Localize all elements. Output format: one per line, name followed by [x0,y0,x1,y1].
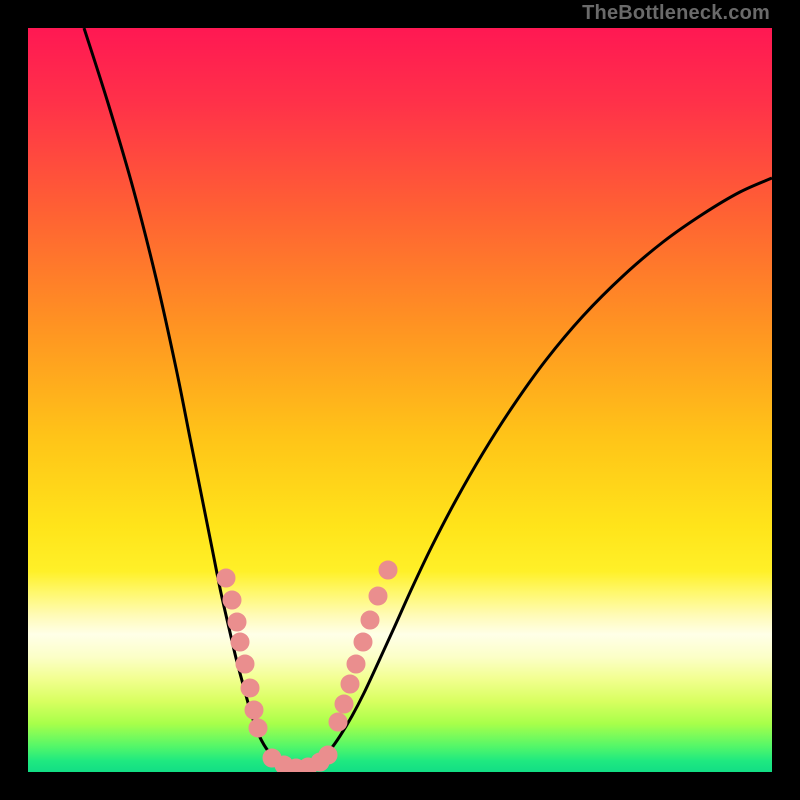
curve-marker [236,655,254,673]
curve-marker [341,675,359,693]
plot-area [28,28,772,772]
frame-bottom [0,772,800,800]
curve-marker [228,613,246,631]
curve-marker [245,701,263,719]
chart-root: TheBottleneck.com [0,0,800,800]
curve-marker [379,561,397,579]
curve-marker [231,633,249,651]
curve-marker [347,655,365,673]
curve-marker [249,719,267,737]
frame-right [772,0,800,800]
curve-marker [369,587,387,605]
marker-cluster-bottom [263,746,337,772]
bottleneck-curve [84,28,772,768]
marker-cluster-left [217,569,267,737]
curve-marker [223,591,241,609]
curve-layer [28,28,772,772]
watermark-text: TheBottleneck.com [582,2,770,25]
curve-marker [241,679,259,697]
frame-left [0,0,28,800]
curve-marker [361,611,379,629]
curve-marker [354,633,372,651]
curve-marker [319,746,337,764]
curve-marker [329,713,347,731]
curve-marker [217,569,235,587]
curve-marker [335,695,353,713]
